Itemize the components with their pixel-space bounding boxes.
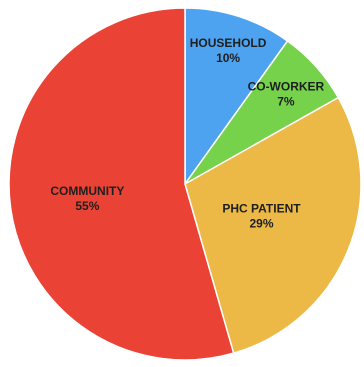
pie-slice-phc-patient: [184, 96, 362, 355]
slice-value-community: 55%: [75, 199, 99, 213]
slice-label-household: HOUSEHOLD: [190, 36, 267, 50]
pie-slice-community: [8, 7, 235, 361]
slice-value-household: 10%: [216, 51, 240, 65]
slice-label-co-worker: CO-WORKER: [248, 80, 325, 94]
slice-value-phc-patient: 29%: [249, 216, 273, 230]
pie-slice-household: [184, 7, 289, 187]
slice-label-phc-patient: PHC PATIENT: [222, 201, 301, 215]
slice-label-community: COMMUNITY: [50, 184, 124, 198]
slice-value-co-worker: 7%: [277, 95, 295, 109]
pie-slices: [8, 7, 362, 361]
